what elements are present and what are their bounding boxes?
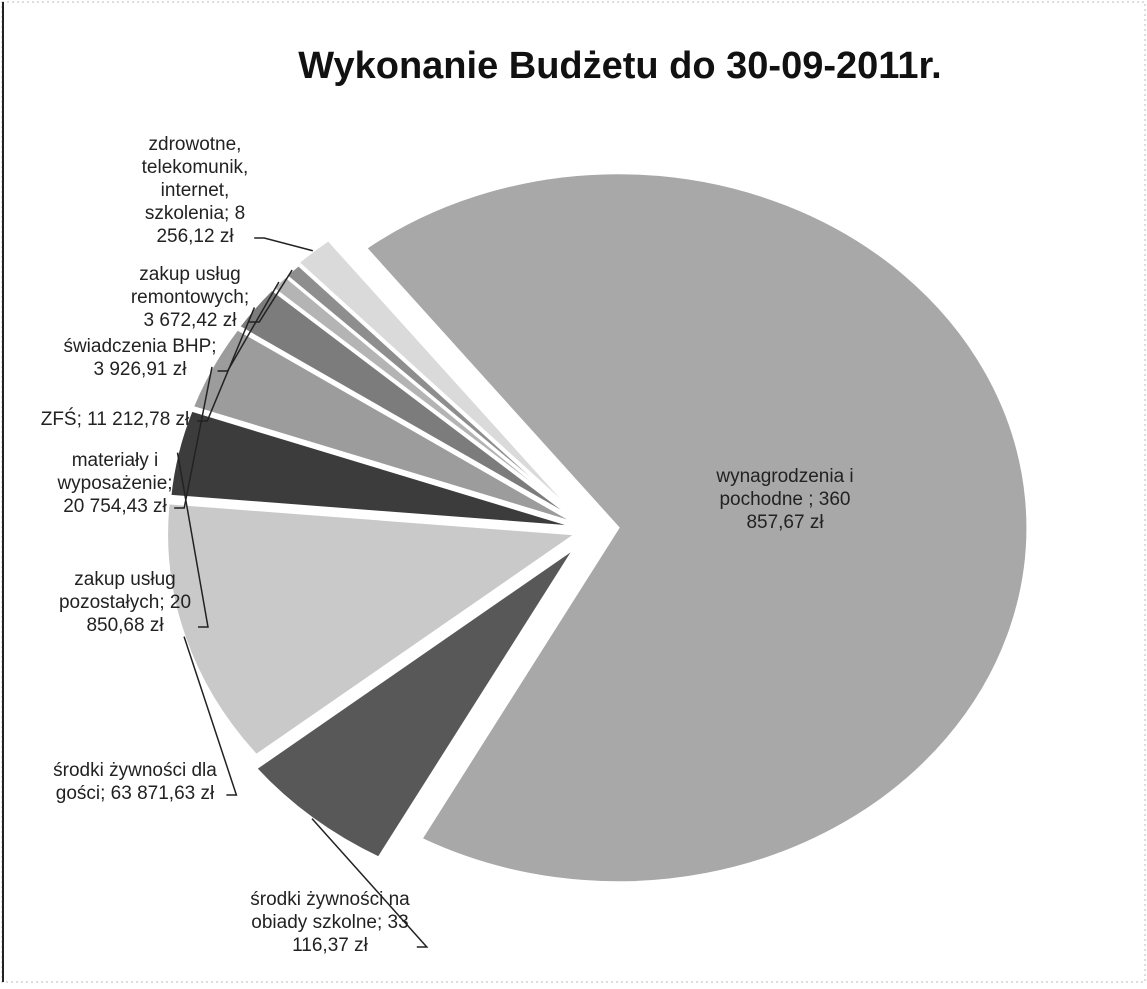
leader-line — [174, 366, 213, 509]
data-label: świadczenia BHP; 3 926,91 zł — [63, 336, 216, 380]
data-label: środki żywności na obiady szkolne; 33 116,… — [250, 889, 410, 956]
leader-line — [217, 281, 280, 372]
leader-line — [176, 452, 209, 628]
chart-title: Wykonanie Budżetu do 30-09-2011r. — [298, 45, 941, 87]
data-label: środki żywności dla gości; 63 871,63 zł — [53, 760, 217, 804]
data-label: zdrowotne, telekomunik, internet, szkolenia… — [142, 134, 249, 247]
leader-line — [183, 636, 238, 796]
leader-line — [254, 237, 314, 252]
leader-line — [311, 818, 429, 948]
data-label: ZFŚ; 11 212,78 zł — [41, 408, 190, 430]
data-label: wynagrodzenia i pochodne ; 360 857,67 zł — [715, 466, 853, 533]
data-label: materiały i wyposażenie; 20 754,43 zł — [56, 450, 172, 517]
pie-slice — [295, 237, 582, 521]
pie-slice — [363, 171, 1030, 885]
data-label: zakup usług pozostałych; 20 850,68 zł — [59, 569, 191, 636]
leader-line — [249, 269, 293, 323]
leader-line — [197, 307, 256, 422]
data-label: zakup usług remontowych; 3 672,42 zł — [131, 264, 249, 331]
